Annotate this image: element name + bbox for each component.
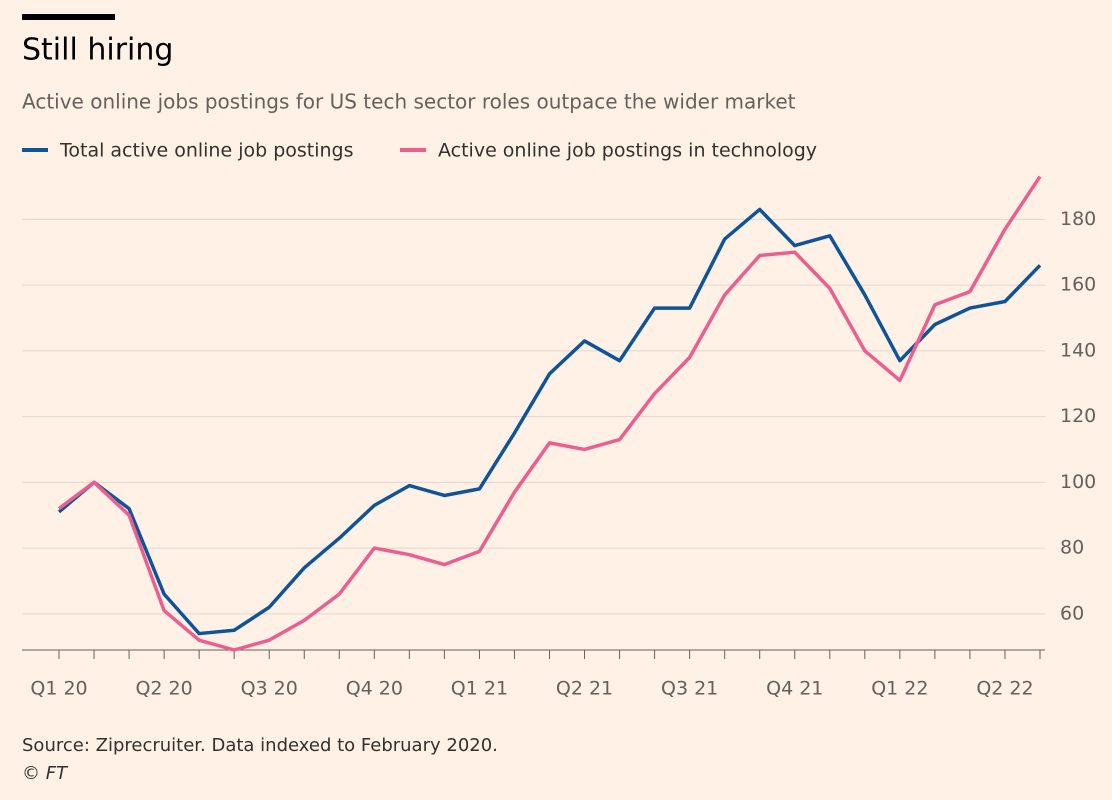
line-series [57,175,1042,652]
x-tick-label: Q3 20 [241,678,298,700]
x-tick-label: Q3 21 [661,678,718,700]
y-tick-label: 180 [1060,208,1096,230]
legend-label: Total active online job postings [59,140,354,162]
y-tick-label: 100 [1060,471,1096,493]
line-series [57,207,1042,636]
chart-title: Still hiring [22,33,173,68]
credit: © FT [22,763,69,784]
title-bar [22,14,115,20]
x-tick-label: Q1 22 [871,678,928,700]
x-tick-label: Q4 20 [346,678,403,700]
x-tick-label: Q1 21 [451,678,508,700]
x-tick-label: Q1 20 [30,678,87,700]
y-tick-label: 80 [1060,537,1084,559]
y-tick-label: 160 [1060,274,1096,296]
y-tick-label: 120 [1060,405,1096,427]
source-note: Source: Ziprecruiter. Data indexed to Fe… [22,735,498,756]
y-tick-label: 140 [1060,339,1096,361]
x-tick-label: Q2 21 [556,678,613,700]
x-tick-label: Q2 22 [976,678,1033,700]
y-tick-label: 60 [1060,602,1084,624]
x-tick-label: Q2 20 [135,678,192,700]
x-tick-label: Q4 21 [766,678,823,700]
legend-label: Active online job postings in technology [438,140,817,162]
chart-subtitle: Active online jobs postings for US tech … [22,90,796,114]
